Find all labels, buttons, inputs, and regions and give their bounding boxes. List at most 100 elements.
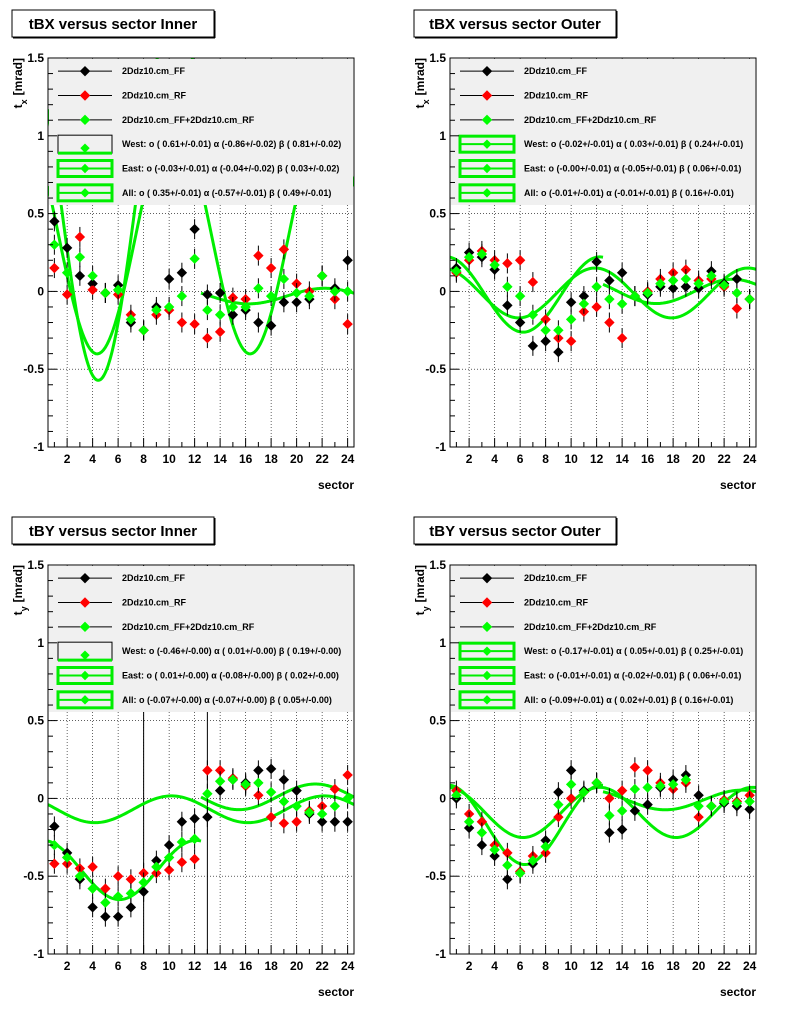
data-point-rf bbox=[253, 250, 264, 261]
title-box bbox=[11, 9, 215, 38]
fit-curve-west bbox=[450, 783, 604, 867]
legend-label: 2Ddz10.cm_RF bbox=[122, 91, 187, 101]
plot-frame bbox=[47, 57, 355, 448]
y-axis-label: ty [mrad] bbox=[413, 565, 431, 615]
y-tick-label: 1.5 bbox=[429, 51, 446, 65]
legend-label: All: o (-0.01+/-0.01) α (-0.01+/-0.01) β… bbox=[524, 188, 734, 198]
data-point-ff bbox=[291, 785, 302, 796]
data-point-comb bbox=[463, 816, 475, 827]
data-point-comb bbox=[693, 800, 704, 812]
data-point-comb bbox=[706, 270, 717, 282]
data-point-ff bbox=[502, 300, 513, 311]
data-point-ff bbox=[202, 811, 213, 823]
x-axis-label: sector bbox=[318, 985, 354, 999]
x-axis-label: sector bbox=[318, 478, 354, 492]
data-point-comb bbox=[240, 301, 251, 313]
data-point-comb bbox=[49, 839, 60, 851]
data-point-ff bbox=[49, 216, 60, 227]
data-point-ff bbox=[265, 320, 277, 331]
legend-label: 2Ddz10.cm_RF bbox=[524, 91, 589, 101]
data-point-comb bbox=[163, 852, 175, 863]
legend-marker-comb bbox=[79, 621, 91, 633]
data-point-rf bbox=[565, 793, 577, 804]
data-point-comb bbox=[214, 309, 226, 320]
data-point-comb bbox=[578, 298, 590, 310]
y-tick-label: 0 bbox=[439, 284, 446, 298]
y-axis-label-subscript: y bbox=[421, 606, 431, 611]
data-point-comb bbox=[138, 325, 149, 336]
legend-marker-ff bbox=[79, 65, 91, 77]
data-point-comb bbox=[291, 287, 302, 299]
data-point-rf bbox=[87, 861, 98, 873]
data-point-comb bbox=[61, 852, 73, 863]
data-point-rf bbox=[342, 318, 353, 330]
data-point-comb bbox=[706, 800, 717, 812]
legend-label: 2Ddz10.cm_FF+2Ddz10.cm_RF bbox=[524, 622, 657, 632]
data-point-rf bbox=[291, 816, 302, 827]
plot-frame bbox=[449, 57, 757, 448]
data-point-comb bbox=[463, 251, 475, 263]
data-point-comb bbox=[316, 808, 328, 820]
y-tick-label: -1 bbox=[435, 947, 446, 961]
data-point-comb bbox=[253, 777, 264, 789]
y-tick-label: 0 bbox=[37, 284, 44, 298]
data-point-rf bbox=[553, 811, 564, 823]
x-tick-label: 24 bbox=[743, 959, 757, 973]
x-tick-label: 12 bbox=[188, 452, 202, 466]
y-tick-label: -1 bbox=[33, 947, 44, 961]
fit-curve-all bbox=[450, 785, 756, 839]
data-point-ff bbox=[163, 273, 175, 285]
x-tick-label: 22 bbox=[717, 959, 731, 973]
data-point-comb bbox=[214, 776, 226, 787]
legend-label: 2Ddz10.cm_RF bbox=[524, 598, 589, 608]
data-point-comb bbox=[667, 779, 679, 790]
data-point-ff bbox=[604, 275, 615, 286]
x-tick-label: 14 bbox=[213, 959, 227, 973]
y-tick-label: 0.5 bbox=[27, 714, 44, 728]
data-point-comb bbox=[680, 273, 692, 285]
x-tick-label: 2 bbox=[64, 959, 71, 973]
fit-curve-west bbox=[48, 58, 203, 382]
data-point-comb bbox=[540, 325, 551, 336]
fit-curve-west bbox=[48, 838, 202, 902]
data-point-comb bbox=[731, 797, 743, 809]
y-tick-label: -0.5 bbox=[425, 869, 446, 883]
x-tick-label: 16 bbox=[641, 959, 655, 973]
data-point-comb bbox=[329, 800, 341, 812]
legend-label: 2Ddz10.cm_FF+2Ddz10.cm_RF bbox=[524, 115, 657, 125]
data-point-ff bbox=[476, 839, 488, 851]
legend-label: 2Ddz10.cm_FF bbox=[122, 573, 186, 583]
data-point-comb bbox=[642, 287, 653, 299]
chart-panel-4: tBY versus sector Outer 2Ddz10.cm_FF 2Ddz1… bbox=[413, 516, 757, 999]
data-point-comb bbox=[616, 805, 628, 817]
data-point-rf bbox=[49, 858, 60, 869]
x-tick-label: 14 bbox=[213, 452, 227, 466]
data-point-ff bbox=[278, 297, 290, 308]
data-point-ff bbox=[112, 911, 124, 922]
data-point-rf bbox=[202, 332, 213, 344]
data-point-comb bbox=[451, 265, 462, 277]
data-point-comb bbox=[591, 281, 602, 292]
data-point-comb bbox=[189, 253, 200, 264]
x-tick-label: 12 bbox=[590, 452, 604, 466]
data-point-comb bbox=[112, 284, 124, 296]
legend-box bbox=[451, 566, 755, 712]
y-axis-label-main: t bbox=[11, 104, 25, 108]
legend-marker-fit bbox=[80, 670, 90, 681]
y-tick-label: 1 bbox=[37, 129, 44, 143]
data-point-rf bbox=[514, 255, 526, 266]
y-tick-label: 0.5 bbox=[429, 714, 446, 728]
y-tick-label: 0 bbox=[439, 791, 446, 805]
data-point-rf bbox=[202, 765, 213, 776]
x-tick-label: 2 bbox=[64, 452, 71, 466]
legend-label: West: o ( 0.61+/-0.01) α (-0.86+/-0.02) … bbox=[122, 139, 341, 149]
x-tick-label: 18 bbox=[264, 959, 278, 973]
data-point-comb bbox=[604, 293, 615, 305]
data-point-comb bbox=[629, 783, 641, 795]
data-point-comb bbox=[342, 793, 353, 804]
data-point-comb bbox=[514, 867, 526, 879]
y-tick-label: 1.5 bbox=[27, 558, 44, 572]
data-point-comb bbox=[112, 891, 124, 902]
x-tick-label: 8 bbox=[542, 452, 549, 466]
